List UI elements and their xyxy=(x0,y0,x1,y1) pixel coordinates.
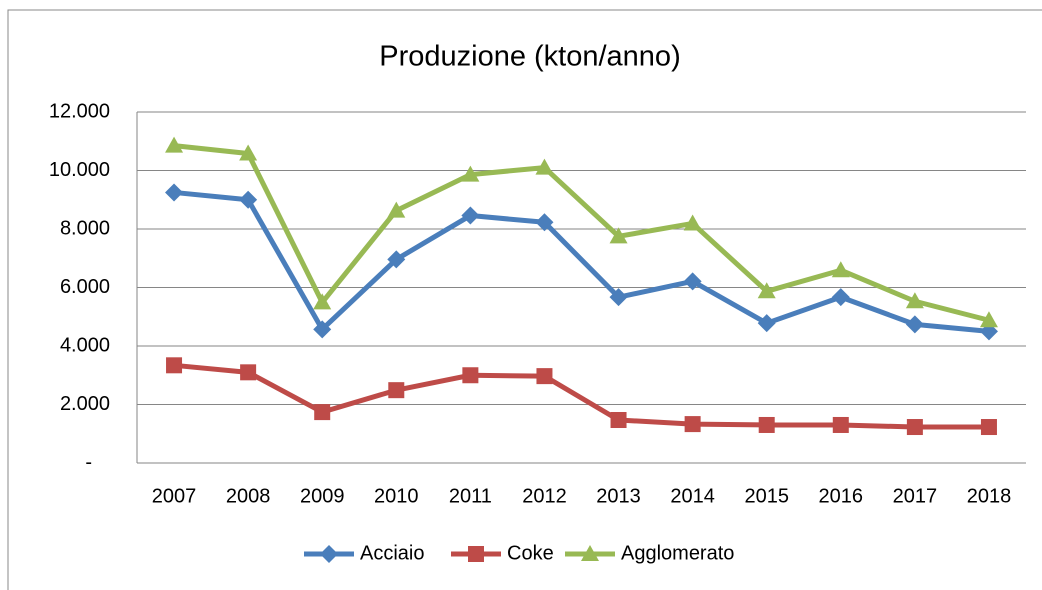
legend-label: Agglomerato xyxy=(621,542,734,564)
data-point xyxy=(832,416,849,433)
data-point xyxy=(535,158,554,175)
legend-marker xyxy=(320,545,338,563)
data-point xyxy=(980,419,997,436)
x-tick-label: 2009 xyxy=(300,485,345,507)
x-tick-label: 2018 xyxy=(967,485,1012,507)
legend-marker xyxy=(581,545,599,561)
data-point xyxy=(314,404,331,421)
data-point xyxy=(610,412,627,429)
x-tick-label: 2010 xyxy=(374,485,419,507)
data-point xyxy=(831,288,850,307)
x-tick-label: 2008 xyxy=(226,485,271,507)
data-point xyxy=(683,214,702,231)
series-line xyxy=(173,362,989,430)
x-tick-label: 2015 xyxy=(744,485,789,507)
x-tick-label: 2012 xyxy=(522,485,567,507)
y-tick-label: 6.000 xyxy=(60,276,110,298)
y-tick-label: 12.000 xyxy=(49,100,110,122)
data-point xyxy=(979,311,998,328)
y-tick-label: 4.000 xyxy=(60,334,110,356)
data-point xyxy=(239,190,258,209)
x-tick-label: 2013 xyxy=(596,485,641,507)
y-tick-label: 8.000 xyxy=(60,217,110,239)
data-point xyxy=(388,382,405,399)
y-tick-label: - xyxy=(85,451,92,473)
data-point xyxy=(757,314,776,333)
y-tick-label: 10.000 xyxy=(49,159,110,181)
series-line xyxy=(173,189,990,334)
x-tick-label: 2011 xyxy=(449,485,492,507)
chart-frame xyxy=(7,9,1042,590)
x-tick-label: 2007 xyxy=(152,485,197,507)
data-point xyxy=(166,357,183,374)
data-point xyxy=(905,315,924,334)
data-point xyxy=(387,201,406,218)
data-point xyxy=(757,282,776,299)
chart-title: Produzione (kton/anno) xyxy=(379,41,680,73)
data-point xyxy=(831,261,850,278)
series-line xyxy=(173,143,990,323)
data-point xyxy=(165,136,184,153)
data-point xyxy=(905,292,924,309)
data-point xyxy=(758,416,775,433)
data-point xyxy=(239,144,258,161)
data-point xyxy=(165,183,184,202)
data-point xyxy=(461,206,480,225)
legend-marker xyxy=(468,546,484,562)
x-tick-label: 2017 xyxy=(893,485,938,507)
x-tick-label: 2014 xyxy=(670,485,715,507)
data-point xyxy=(313,320,332,339)
data-point xyxy=(609,227,628,244)
data-point xyxy=(684,416,701,433)
data-point xyxy=(313,293,332,310)
data-point xyxy=(240,364,257,381)
data-point xyxy=(462,367,479,384)
data-point xyxy=(535,213,554,232)
data-point xyxy=(683,272,702,291)
data-point xyxy=(461,165,480,182)
y-tick-label: 2.000 xyxy=(60,393,110,415)
data-point xyxy=(906,419,923,436)
data-point xyxy=(609,288,628,307)
legend-label: Coke xyxy=(507,542,554,564)
data-point xyxy=(387,250,406,269)
x-tick-label: 2016 xyxy=(819,485,864,507)
data-point xyxy=(536,368,553,385)
legend-label: Acciaio xyxy=(360,542,424,564)
